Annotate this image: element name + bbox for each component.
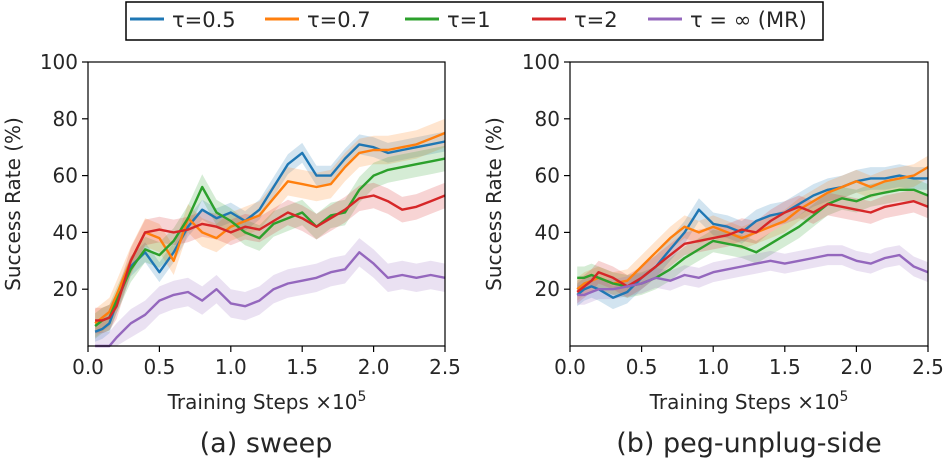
x-tick-label: 0.5 <box>626 355 658 379</box>
y-tick-label: 80 <box>53 107 78 131</box>
plot-frame <box>87 61 446 347</box>
series-line-tau-0-5 <box>576 174 928 299</box>
axis-ticks: 0.0 0.5 1.0 1.5 2.0 2.5 20 40 60 80 100 <box>522 50 944 379</box>
legend-label-tau-2: τ=2 <box>574 8 618 32</box>
band-tau-2 <box>95 182 445 334</box>
y-tick-label: 80 <box>535 107 560 131</box>
y-tick-label: 60 <box>53 164 78 188</box>
band-tau-0-5 <box>95 131 445 342</box>
series-lines <box>94 131 446 348</box>
y-tick-label: 40 <box>535 220 560 244</box>
legend: τ=0.5 τ=0.7 τ=1 τ=2 τ = ∞ (MR) <box>125 1 824 41</box>
x-tick-label: 0.0 <box>554 355 586 379</box>
x-tick-label: 0.0 <box>72 355 104 379</box>
x-tick-label: 2.0 <box>358 355 390 379</box>
legend-label-tau-1: τ=1 <box>447 8 491 32</box>
legend-label-tau-0-5: τ=0.5 <box>172 8 236 32</box>
y-tick-label: 20 <box>535 277 560 301</box>
series-line-tau-2 <box>95 194 446 322</box>
x-tick-label: 1.5 <box>769 355 801 379</box>
series-lines <box>576 166 929 299</box>
panel-sweep: 0.0 0.5 1.0 1.5 2.0 2.5 20 40 60 80 100 Training S… <box>1 50 461 459</box>
x-tick-label: 2.5 <box>912 355 944 379</box>
legend-label-tau-0-7: τ=0.7 <box>307 8 371 32</box>
panel-caption: (b) peg-unplug-side <box>616 428 882 459</box>
x-tick-label: 0.5 <box>143 355 175 379</box>
series-line-tau-2 <box>576 199 929 293</box>
axis-ticks: 0.0 0.5 1.0 1.5 2.0 2.5 20 40 60 80 100 <box>40 50 461 379</box>
y-tick-label: 20 <box>53 277 78 301</box>
x-axis-label: Training Steps ×105 <box>167 389 367 414</box>
panel-peg-unplug-side: 0.0 0.5 1.0 1.5 2.0 2.5 20 40 60 80 100 Training S… <box>482 50 944 459</box>
y-tick-label: 100 <box>40 50 78 74</box>
x-tick-label: 2.5 <box>429 355 461 379</box>
series-line-tau-inf-mr <box>95 251 446 348</box>
band-tau-inf-mr <box>577 245 928 305</box>
x-tick-label: 2.0 <box>840 355 872 379</box>
x-tick-label: 1.0 <box>697 355 729 379</box>
x-tick-label: 1.5 <box>286 355 318 379</box>
band-tau-1 <box>577 178 928 298</box>
y-axis-label: Success Rate (%) <box>1 117 25 291</box>
series-line-tau-1 <box>94 157 446 328</box>
y-tick-label: 60 <box>535 164 560 188</box>
band-tau-2 <box>577 189 928 304</box>
y-tick-label: 40 <box>53 220 78 244</box>
series-line-tau-1 <box>577 188 929 288</box>
y-axis-label: Success Rate (%) <box>482 117 506 291</box>
band-tau-0-7 <box>577 155 928 301</box>
y-tick-label: 100 <box>522 50 560 74</box>
panel-caption: (a) sweep <box>200 428 333 459</box>
series-line-tau-0-7 <box>576 166 929 291</box>
series-line-tau-inf-mr <box>577 253 929 297</box>
x-axis-label: Training Steps ×105 <box>649 389 849 414</box>
legend-label-tau-inf-mr: τ = ∞ (MR) <box>690 8 807 32</box>
x-tick-label: 1.0 <box>215 355 247 379</box>
band-tau-0-7 <box>95 118 445 338</box>
plot-frame <box>569 61 929 347</box>
legend-frame <box>125 1 824 41</box>
